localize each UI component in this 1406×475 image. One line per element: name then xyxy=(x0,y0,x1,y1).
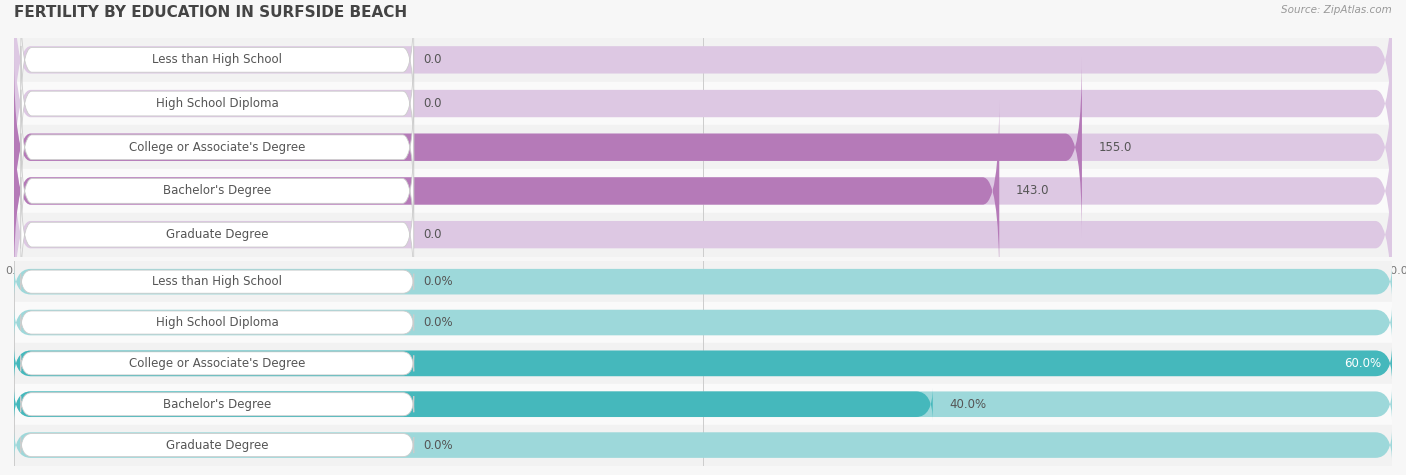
FancyBboxPatch shape xyxy=(14,347,1392,380)
Text: 0.0%: 0.0% xyxy=(423,438,453,452)
Text: 0.0%: 0.0% xyxy=(423,275,453,288)
Text: Less than High School: Less than High School xyxy=(152,53,283,67)
FancyBboxPatch shape xyxy=(14,306,1392,339)
FancyBboxPatch shape xyxy=(21,90,413,205)
Bar xyxy=(14,302,1392,343)
FancyBboxPatch shape xyxy=(14,265,1392,298)
FancyBboxPatch shape xyxy=(21,270,413,293)
Text: 155.0: 155.0 xyxy=(1098,141,1132,154)
FancyBboxPatch shape xyxy=(14,100,1392,282)
Bar xyxy=(14,384,1392,425)
FancyBboxPatch shape xyxy=(21,352,413,375)
FancyBboxPatch shape xyxy=(21,46,413,161)
FancyBboxPatch shape xyxy=(21,2,413,117)
Text: College or Associate's Degree: College or Associate's Degree xyxy=(129,141,305,154)
Text: 0.0: 0.0 xyxy=(423,97,441,110)
Text: Graduate Degree: Graduate Degree xyxy=(166,438,269,452)
Text: High School Diploma: High School Diploma xyxy=(156,97,278,110)
Text: 0.0: 0.0 xyxy=(423,53,441,67)
FancyBboxPatch shape xyxy=(14,0,1392,151)
Text: FERTILITY BY EDUCATION IN SURFSIDE BEACH: FERTILITY BY EDUCATION IN SURFSIDE BEACH xyxy=(14,5,408,20)
Text: 0.0: 0.0 xyxy=(423,228,441,241)
Bar xyxy=(14,425,1392,466)
Bar xyxy=(14,125,1392,169)
Bar xyxy=(14,169,1392,213)
Text: Bachelor's Degree: Bachelor's Degree xyxy=(163,184,271,198)
Text: 40.0%: 40.0% xyxy=(949,398,986,411)
FancyBboxPatch shape xyxy=(14,428,1392,462)
FancyBboxPatch shape xyxy=(14,100,1000,282)
Text: Graduate Degree: Graduate Degree xyxy=(166,228,269,241)
Text: 0.0%: 0.0% xyxy=(423,316,453,329)
FancyBboxPatch shape xyxy=(14,388,1392,421)
Text: Source: ZipAtlas.com: Source: ZipAtlas.com xyxy=(1281,5,1392,15)
Text: 60.0%: 60.0% xyxy=(1344,357,1381,370)
FancyBboxPatch shape xyxy=(21,311,413,334)
FancyBboxPatch shape xyxy=(21,177,413,292)
FancyBboxPatch shape xyxy=(14,388,932,421)
Bar xyxy=(14,38,1392,82)
Text: Less than High School: Less than High School xyxy=(152,275,283,288)
Text: High School Diploma: High School Diploma xyxy=(156,316,278,329)
FancyBboxPatch shape xyxy=(21,434,413,456)
Text: 143.0: 143.0 xyxy=(1015,184,1049,198)
Bar xyxy=(14,213,1392,256)
Text: College or Associate's Degree: College or Associate's Degree xyxy=(129,357,305,370)
FancyBboxPatch shape xyxy=(14,12,1392,195)
Bar xyxy=(14,261,1392,302)
FancyBboxPatch shape xyxy=(14,56,1392,238)
Bar xyxy=(14,82,1392,125)
FancyBboxPatch shape xyxy=(14,56,1083,238)
Text: Bachelor's Degree: Bachelor's Degree xyxy=(163,398,271,411)
Bar xyxy=(14,343,1392,384)
FancyBboxPatch shape xyxy=(14,347,1392,380)
FancyBboxPatch shape xyxy=(21,393,413,416)
FancyBboxPatch shape xyxy=(21,133,413,248)
FancyBboxPatch shape xyxy=(14,143,1392,326)
